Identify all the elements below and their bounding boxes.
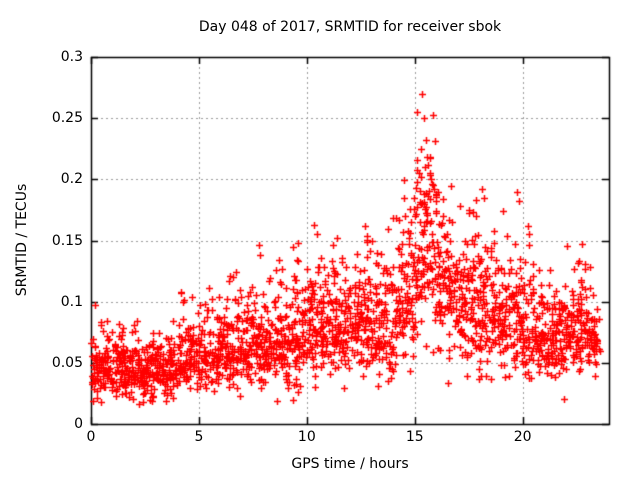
y-axis-label: SRMTID / TECUs — [14, 183, 30, 297]
y-tick-label-0: 0 — [74, 416, 83, 432]
x-axis-label: GPS time / hours — [291, 456, 409, 472]
y-tick-label-0.15: 0.15 — [51, 232, 83, 249]
x-tick-label-10: 10 — [297, 429, 316, 445]
x-tick-label-15: 15 — [405, 429, 424, 445]
y-tick-label-0.1: 0.1 — [60, 293, 83, 310]
y-tick-label-0.25: 0.25 — [51, 110, 83, 127]
y-tick-label-0.2: 0.2 — [60, 171, 83, 188]
chart-title: Day 048 of 2017, SRMTID for receiver sbo… — [198, 19, 502, 35]
y-tick-label-0.05: 0.05 — [51, 354, 83, 371]
y-tick-label-0.3: 0.3 — [60, 49, 83, 65]
x-tick-label-20: 20 — [513, 429, 532, 445]
x-tick-label-5: 5 — [194, 429, 204, 445]
x-tick-label-0: 0 — [86, 429, 96, 445]
